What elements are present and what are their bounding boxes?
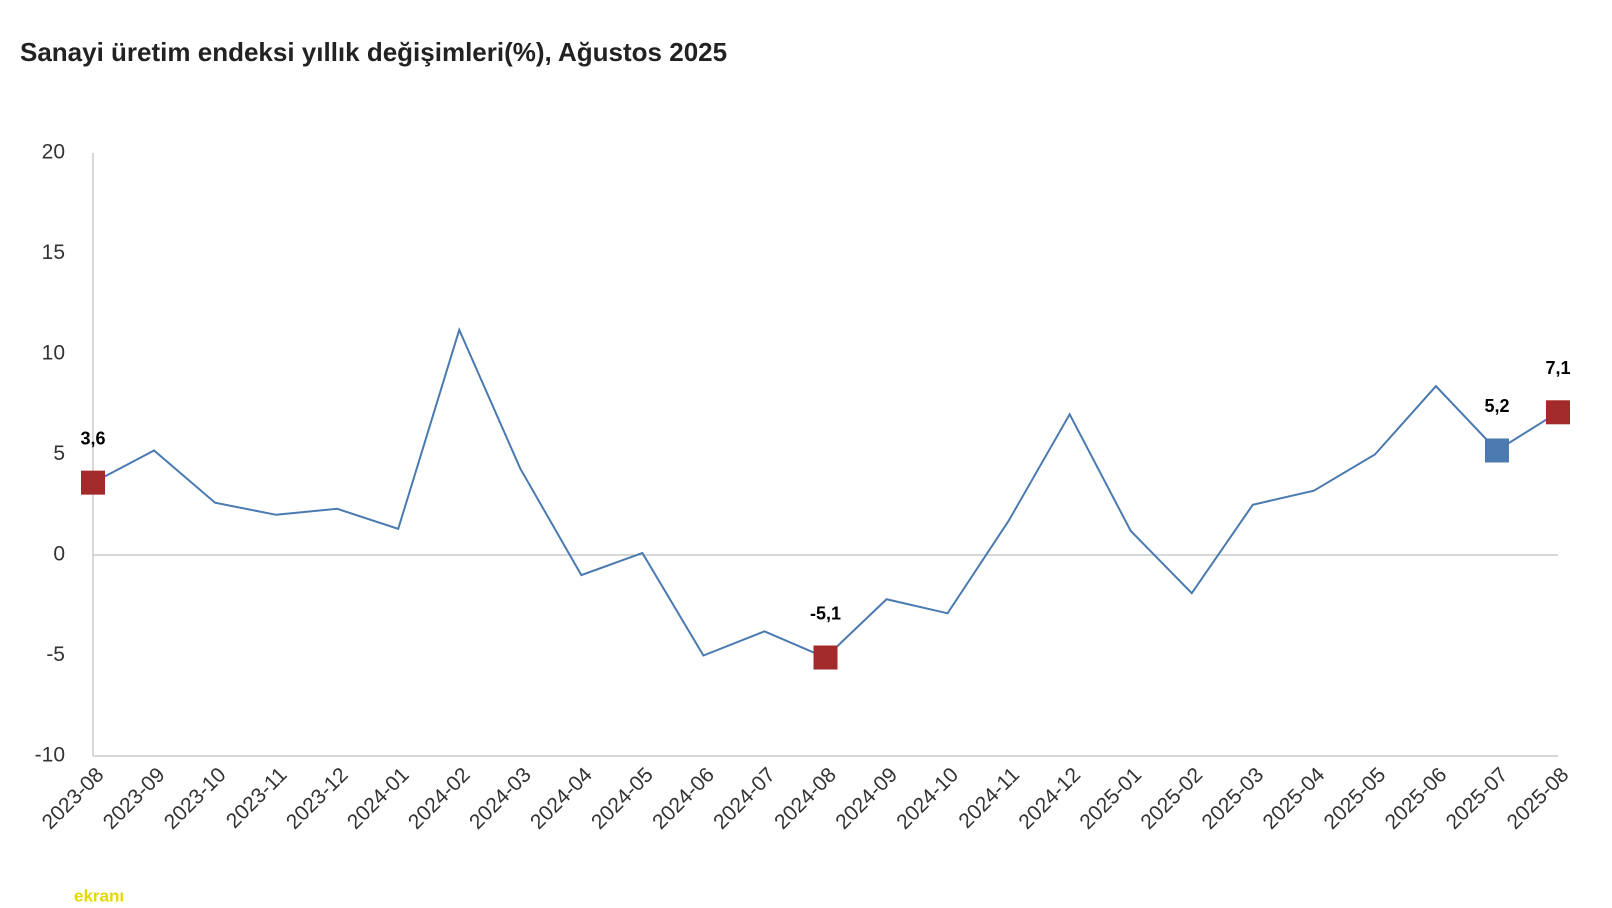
x-tick-label: 2024-03 — [465, 763, 536, 834]
y-tick-label: 10 — [42, 342, 65, 365]
x-tick-label: 2024-02 — [404, 763, 475, 834]
x-tick-label: 2024-11 — [954, 763, 1024, 833]
marker — [81, 470, 105, 495]
x-tick-label: 2025-02 — [1136, 763, 1207, 834]
value-label: 5,2 — [1484, 396, 1509, 416]
x-tick-label: 2023-08 — [38, 763, 109, 834]
y-tick-label: -10 — [35, 744, 65, 767]
x-tick-label: 2024-01 — [343, 763, 414, 834]
x-tick-label: 2025-04 — [1259, 763, 1330, 834]
x-tick-label: 2025-01 — [1075, 763, 1146, 834]
x-tick-label: 2023-10 — [160, 763, 231, 834]
x-tick-label: 2023-11 — [222, 763, 292, 833]
watermark: ekranı — [74, 886, 124, 905]
marker — [813, 645, 838, 670]
x-tick-label: 2023-12 — [282, 763, 353, 834]
x-tick-label: 2025-05 — [1320, 763, 1391, 834]
x-tick-label: 2024-12 — [1014, 763, 1085, 834]
y-tick-label: 5 — [53, 442, 65, 465]
x-tick-label: 2024-10 — [892, 763, 963, 834]
x-tick-label: 2023-09 — [99, 763, 170, 834]
value-label: -5,1 — [810, 603, 841, 623]
chart-title: Sanayi üretim endeksi yıllık değişimleri… — [20, 37, 727, 67]
y-tick-label: 15 — [42, 241, 65, 264]
x-tick-label: 2025-07 — [1442, 763, 1513, 834]
x-tick-label: 2024-08 — [770, 763, 841, 834]
x-tick-label: 2024-05 — [587, 763, 658, 834]
value-label: 3,6 — [80, 428, 105, 448]
x-tick-label: 2024-04 — [526, 763, 597, 834]
x-tick-label: 2024-09 — [831, 763, 902, 834]
x-tick-label: 2025-03 — [1197, 763, 1268, 834]
x-tick-label: 2024-07 — [709, 763, 780, 834]
x-tick-label: 2025-06 — [1381, 763, 1452, 834]
y-tick-label: -5 — [46, 643, 65, 666]
y-tick-label: 20 — [42, 141, 65, 164]
y-tick-label: 0 — [53, 543, 65, 566]
marker — [1546, 400, 1570, 425]
x-tick-label: 2025-08 — [1503, 763, 1574, 834]
marker — [1484, 438, 1509, 463]
value-label: 7,1 — [1545, 358, 1570, 378]
x-tick-label: 2024-06 — [648, 763, 719, 834]
